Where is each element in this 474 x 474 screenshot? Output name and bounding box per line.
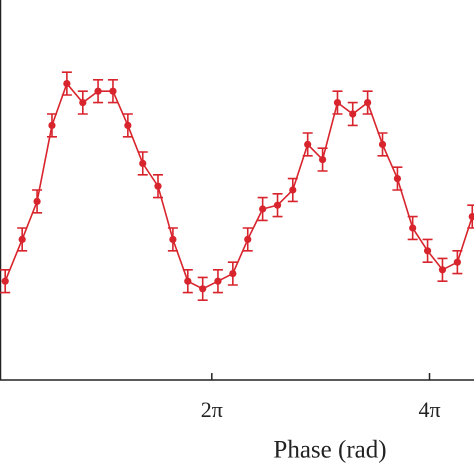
data-point (109, 87, 117, 95)
data-point (393, 175, 402, 183)
data-point (48, 121, 56, 129)
data-point (94, 87, 102, 95)
data-point (18, 235, 26, 243)
data-point (304, 140, 312, 148)
data-point (378, 140, 387, 148)
data-point (438, 266, 447, 274)
data-point (199, 285, 207, 293)
data-point (364, 99, 372, 107)
data-point (289, 186, 297, 194)
data-point (139, 159, 147, 167)
x-tick-label: 4π (418, 397, 440, 422)
data-point (244, 235, 252, 243)
data-point (318, 156, 327, 164)
data-point (184, 277, 192, 285)
data-line (4, 82, 474, 290)
data-point (349, 110, 357, 118)
data-point (409, 224, 417, 232)
data-point (229, 270, 237, 278)
data-point (273, 201, 282, 209)
data-point (214, 277, 222, 285)
x-tick-label: 2π (201, 397, 223, 422)
data-point (79, 99, 87, 107)
data-point (453, 258, 461, 266)
data-point (124, 121, 132, 129)
data-point (259, 205, 267, 213)
data-point (333, 99, 342, 107)
data-point (1, 277, 9, 285)
data-point (468, 213, 474, 221)
data-point (169, 235, 177, 243)
data-point (63, 80, 71, 88)
data-point (33, 197, 41, 205)
data-point (423, 247, 432, 255)
data-point (154, 182, 162, 190)
x-axis-label: Phase (rad) (273, 437, 386, 464)
